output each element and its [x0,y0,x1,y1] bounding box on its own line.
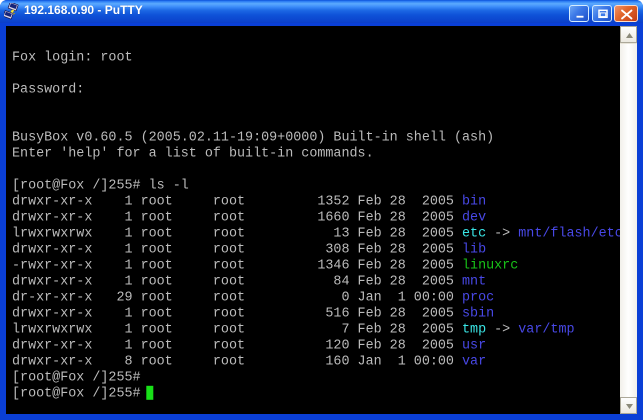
svg-text:Fox login: root Password: Busy: Fox login: root Password: BusyBox v0.60.… [6,23,631,402]
